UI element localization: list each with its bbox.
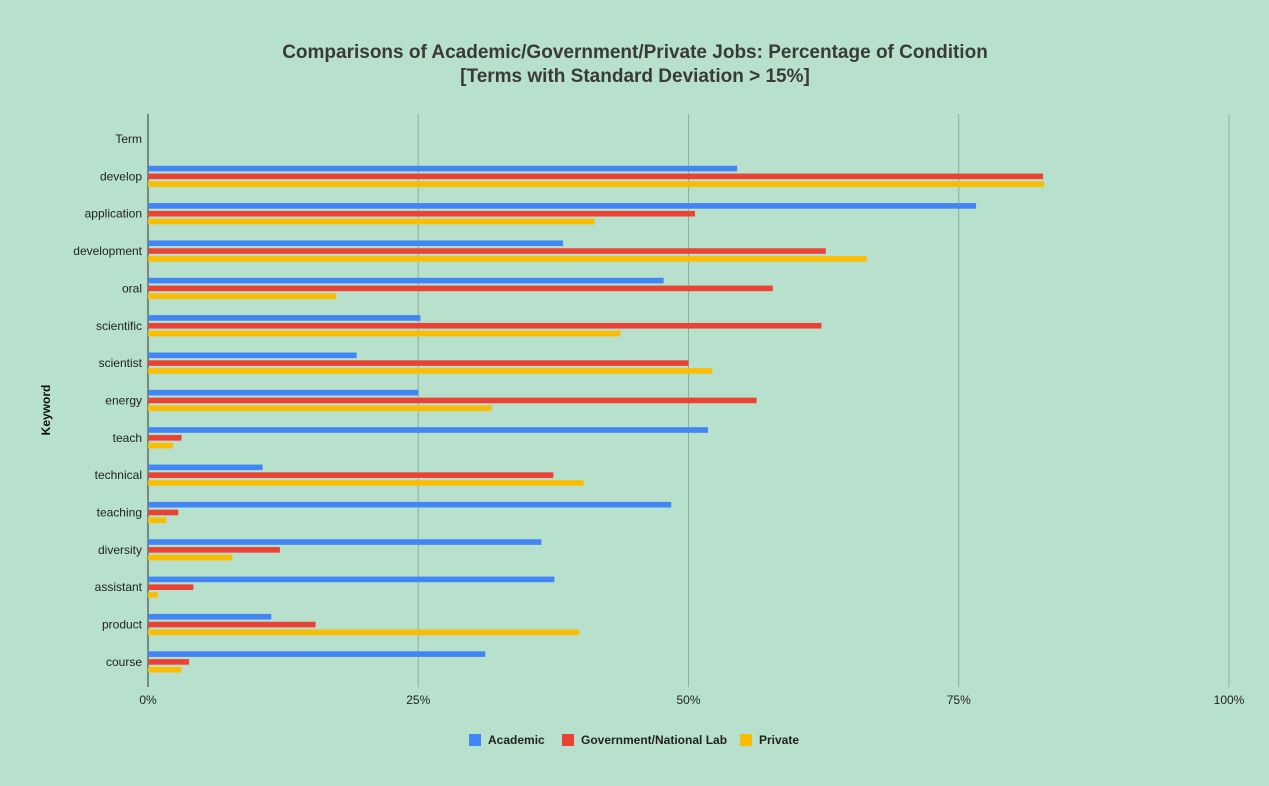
- bar-private: [148, 181, 1045, 187]
- legend-swatch: [469, 734, 481, 746]
- category-label: oral: [122, 281, 142, 295]
- bar-government-national-lab: [148, 397, 757, 404]
- bar-private: [148, 442, 173, 449]
- bar-academic: [148, 613, 272, 620]
- category-label: scientific: [96, 319, 142, 333]
- bar-private: [148, 218, 595, 225]
- bar-academic: [148, 240, 564, 247]
- bar-private: [148, 592, 158, 598]
- bar-government-national-lab: [148, 322, 822, 329]
- bar-private: [148, 256, 867, 262]
- bar-academic: [148, 427, 708, 433]
- bar-government-national-lab: [148, 584, 194, 590]
- bar-academic: [148, 277, 664, 284]
- bar-private: [148, 629, 580, 636]
- x-tick-label: 50%: [676, 693, 700, 707]
- bar-private: [148, 293, 337, 299]
- bar-academic: [148, 651, 486, 657]
- bar-government-national-lab: [148, 210, 695, 217]
- bar-government-national-lab: [148, 659, 190, 665]
- bar-private: [148, 368, 713, 374]
- bar-government-national-lab: [148, 285, 773, 292]
- bar-academic: [148, 539, 542, 545]
- category-label: assistant: [95, 580, 143, 594]
- bar-private: [148, 666, 182, 673]
- bar-government-national-lab: [148, 621, 316, 628]
- legend-swatch: [740, 734, 752, 746]
- y-axis-title: Keyword: [39, 385, 53, 436]
- bar-academic: [148, 464, 263, 471]
- category-label: energy: [105, 393, 142, 407]
- bar-government-national-lab: [148, 509, 179, 516]
- x-tick-label: 0%: [139, 693, 157, 707]
- category-label: course: [106, 655, 142, 669]
- bar-academic: [148, 501, 672, 508]
- bar-private: [148, 480, 584, 486]
- bar-academic: [148, 352, 357, 359]
- legend-label: Government/National Lab: [581, 733, 727, 747]
- bar-academic: [148, 389, 419, 396]
- category-label: development: [73, 244, 142, 258]
- legend-label: Academic: [488, 733, 545, 747]
- bar-private: [148, 517, 167, 524]
- bar-government-national-lab: [148, 173, 1044, 180]
- category-label: diversity: [98, 543, 142, 557]
- category-label: teaching: [97, 506, 142, 520]
- x-tick-label: 75%: [947, 693, 971, 707]
- bar-academic: [148, 576, 555, 583]
- category-labels: Term develop application development oral sci…: [73, 132, 142, 669]
- bar-academic: [148, 165, 738, 172]
- category-label: develop: [100, 169, 142, 183]
- category-label: product: [102, 618, 143, 632]
- category-label: scientist: [99, 356, 143, 370]
- chart-title-line-1: Comparisons of Academic/Government/Priva…: [282, 42, 988, 63]
- category-label: Term: [115, 132, 142, 146]
- bar-government-national-lab: [148, 435, 182, 441]
- category-label: technical: [95, 468, 142, 482]
- bar-private: [148, 554, 233, 561]
- bar-academic: [148, 315, 421, 321]
- category-label: teach: [113, 431, 142, 445]
- bar-government-national-lab: [148, 472, 554, 478]
- x-tick-label: 100%: [1214, 693, 1245, 707]
- x-tick-labels: 0% 25% 50% 75% 100%: [139, 693, 1244, 707]
- x-tick-label: 25%: [406, 693, 430, 707]
- bar-government-national-lab: [148, 547, 280, 553]
- legend-label: Private: [759, 733, 799, 747]
- bar-government-national-lab: [148, 360, 689, 366]
- legend-swatch: [562, 734, 574, 746]
- bar-academic: [148, 203, 977, 209]
- bars: [148, 165, 1045, 673]
- legend: Academic Government/National Lab Private: [469, 733, 799, 747]
- bar-private: [148, 405, 492, 412]
- category-label: application: [85, 207, 142, 221]
- chart-title-line-2: [Terms with Standard Deviation > 15%]: [460, 66, 810, 87]
- bar-government-national-lab: [148, 248, 826, 254]
- bar-private: [148, 330, 621, 337]
